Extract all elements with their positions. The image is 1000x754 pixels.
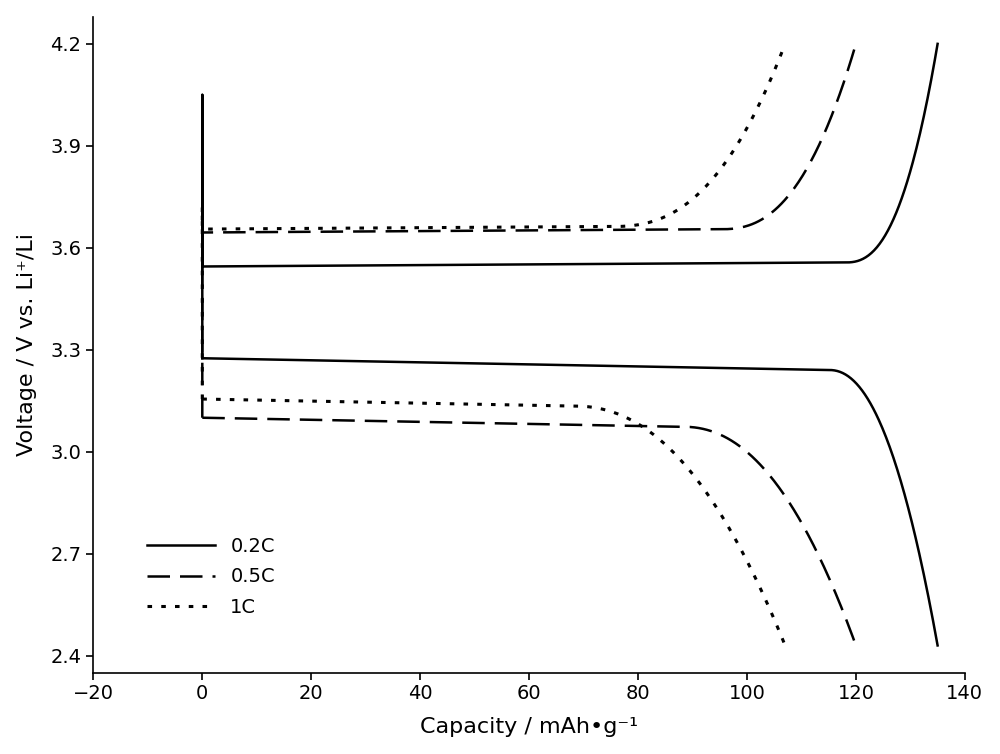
0.2C — [196, 354, 208, 363]
1C — [228, 225, 240, 234]
0.2C — [926, 70, 938, 79]
0.2C — [574, 259, 586, 268]
1C — [775, 51, 787, 60]
0.5C — [532, 226, 544, 235]
0.5C — [845, 56, 857, 65]
0.5C — [569, 225, 581, 234]
0.2C — [236, 262, 248, 271]
0.5C — [196, 413, 208, 422]
0.2C — [765, 259, 777, 268]
X-axis label: Capacity / mAh•g⁻¹: Capacity / mAh•g⁻¹ — [420, 717, 638, 737]
Line: 1C: 1C — [202, 44, 785, 399]
Line: 0.2C: 0.2C — [202, 44, 938, 358]
0.5C — [591, 225, 603, 234]
1C — [529, 222, 541, 231]
0.2C — [616, 259, 628, 268]
Legend: 0.2C, 0.5C, 1C: 0.2C, 0.5C, 1C — [147, 537, 275, 617]
1C — [647, 216, 659, 225]
1C — [779, 39, 791, 48]
0.5C — [850, 39, 862, 48]
0.2C — [932, 39, 944, 48]
0.5C — [702, 225, 714, 234]
1C — [548, 222, 560, 231]
Y-axis label: Voltage / V vs. Li⁺/Li: Voltage / V vs. Li⁺/Li — [17, 233, 37, 456]
1C — [196, 394, 208, 403]
0.2C — [640, 259, 652, 268]
0.5C — [231, 228, 243, 237]
Line: 0.5C: 0.5C — [202, 44, 856, 418]
1C — [495, 222, 507, 231]
